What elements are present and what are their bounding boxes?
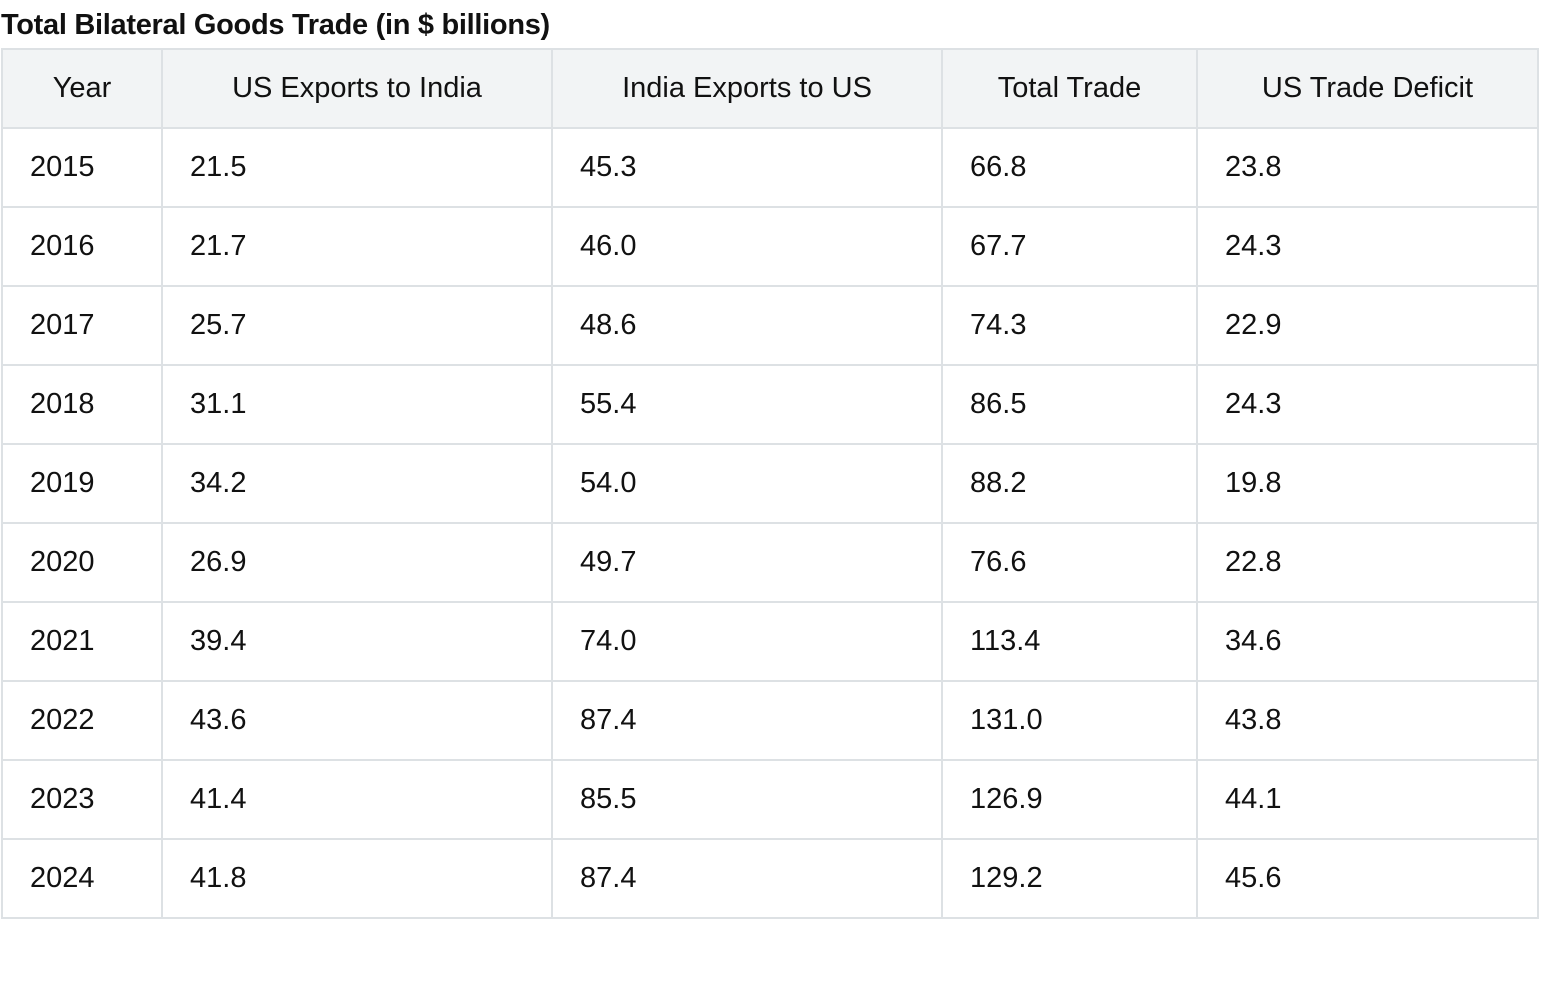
cell-total-trade: 126.9 bbox=[941, 759, 1198, 840]
cell-year: 2015 bbox=[1, 127, 163, 208]
cell-us-trade-deficit: 34.6 bbox=[1196, 601, 1539, 682]
table-row: 2021 39.4 74.0 113.4 34.6 bbox=[1, 601, 1539, 682]
table-row: 2019 34.2 54.0 88.2 19.8 bbox=[1, 443, 1539, 524]
cell-year: 2024 bbox=[1, 838, 163, 919]
cell-india-exports: 87.4 bbox=[551, 680, 943, 761]
cell-total-trade: 131.0 bbox=[941, 680, 1198, 761]
cell-us-exports: 25.7 bbox=[161, 285, 553, 366]
cell-total-trade: 113.4 bbox=[941, 601, 1198, 682]
cell-us-trade-deficit: 19.8 bbox=[1196, 443, 1539, 524]
cell-india-exports: 54.0 bbox=[551, 443, 943, 524]
cell-total-trade: 74.3 bbox=[941, 285, 1198, 366]
cell-us-exports: 26.9 bbox=[161, 522, 553, 603]
cell-year: 2017 bbox=[1, 285, 163, 366]
cell-us-trade-deficit: 23.8 bbox=[1196, 127, 1539, 208]
header-year: Year bbox=[1, 48, 163, 129]
cell-india-exports: 87.4 bbox=[551, 838, 943, 919]
cell-total-trade: 88.2 bbox=[941, 443, 1198, 524]
header-india-exports: India Exports to US bbox=[551, 48, 943, 129]
cell-us-exports: 21.5 bbox=[161, 127, 553, 208]
cell-us-trade-deficit: 24.3 bbox=[1196, 364, 1539, 445]
cell-total-trade: 76.6 bbox=[941, 522, 1198, 603]
cell-india-exports: 48.6 bbox=[551, 285, 943, 366]
table-row: 2018 31.1 55.4 86.5 24.3 bbox=[1, 364, 1539, 445]
cell-year: 2023 bbox=[1, 759, 163, 840]
cell-year: 2018 bbox=[1, 364, 163, 445]
table-row: 2015 21.5 45.3 66.8 23.8 bbox=[1, 127, 1539, 208]
header-total-trade: Total Trade bbox=[941, 48, 1198, 129]
table-row: 2020 26.9 49.7 76.6 22.8 bbox=[1, 522, 1539, 603]
cell-us-exports: 34.2 bbox=[161, 443, 553, 524]
cell-year: 2021 bbox=[1, 601, 163, 682]
table-row: 2022 43.6 87.4 131.0 43.8 bbox=[1, 680, 1539, 761]
cell-us-trade-deficit: 22.9 bbox=[1196, 285, 1539, 366]
cell-total-trade: 66.8 bbox=[941, 127, 1198, 208]
table-row: 2016 21.7 46.0 67.7 24.3 bbox=[1, 206, 1539, 287]
cell-us-exports: 31.1 bbox=[161, 364, 553, 445]
cell-india-exports: 46.0 bbox=[551, 206, 943, 287]
cell-us-trade-deficit: 24.3 bbox=[1196, 206, 1539, 287]
cell-us-trade-deficit: 45.6 bbox=[1196, 838, 1539, 919]
cell-year: 2022 bbox=[1, 680, 163, 761]
cell-year: 2020 bbox=[1, 522, 163, 603]
header-us-exports: US Exports to India bbox=[161, 48, 553, 129]
cell-year: 2016 bbox=[1, 206, 163, 287]
cell-us-trade-deficit: 22.8 bbox=[1196, 522, 1539, 603]
table-row: 2024 41.8 87.4 129.2 45.6 bbox=[1, 838, 1539, 919]
cell-total-trade: 129.2 bbox=[941, 838, 1198, 919]
cell-india-exports: 45.3 bbox=[551, 127, 943, 208]
cell-india-exports: 74.0 bbox=[551, 601, 943, 682]
table-title: Total Bilateral Goods Trade (in $ billio… bbox=[1, 9, 550, 41]
cell-us-trade-deficit: 44.1 bbox=[1196, 759, 1539, 840]
table-header: Year US Exports to India India Exports t… bbox=[1, 48, 1539, 129]
cell-total-trade: 67.7 bbox=[941, 206, 1198, 287]
table-row: 2017 25.7 48.6 74.3 22.9 bbox=[1, 285, 1539, 366]
trade-table: Year US Exports to India India Exports t… bbox=[1, 48, 1539, 919]
cell-india-exports: 85.5 bbox=[551, 759, 943, 840]
cell-us-exports: 43.6 bbox=[161, 680, 553, 761]
cell-india-exports: 55.4 bbox=[551, 364, 943, 445]
header-us-trade-deficit: US Trade Deficit bbox=[1196, 48, 1539, 129]
header-row: Year US Exports to India India Exports t… bbox=[1, 48, 1539, 129]
cell-year: 2019 bbox=[1, 443, 163, 524]
table-body: 2015 21.5 45.3 66.8 23.8 2016 21.7 46.0 … bbox=[1, 127, 1539, 919]
cell-india-exports: 49.7 bbox=[551, 522, 943, 603]
cell-us-exports: 21.7 bbox=[161, 206, 553, 287]
cell-us-exports: 39.4 bbox=[161, 601, 553, 682]
cell-total-trade: 86.5 bbox=[941, 364, 1198, 445]
cell-us-exports: 41.8 bbox=[161, 838, 553, 919]
cell-us-exports: 41.4 bbox=[161, 759, 553, 840]
cell-us-trade-deficit: 43.8 bbox=[1196, 680, 1539, 761]
table-row: 2023 41.4 85.5 126.9 44.1 bbox=[1, 759, 1539, 840]
